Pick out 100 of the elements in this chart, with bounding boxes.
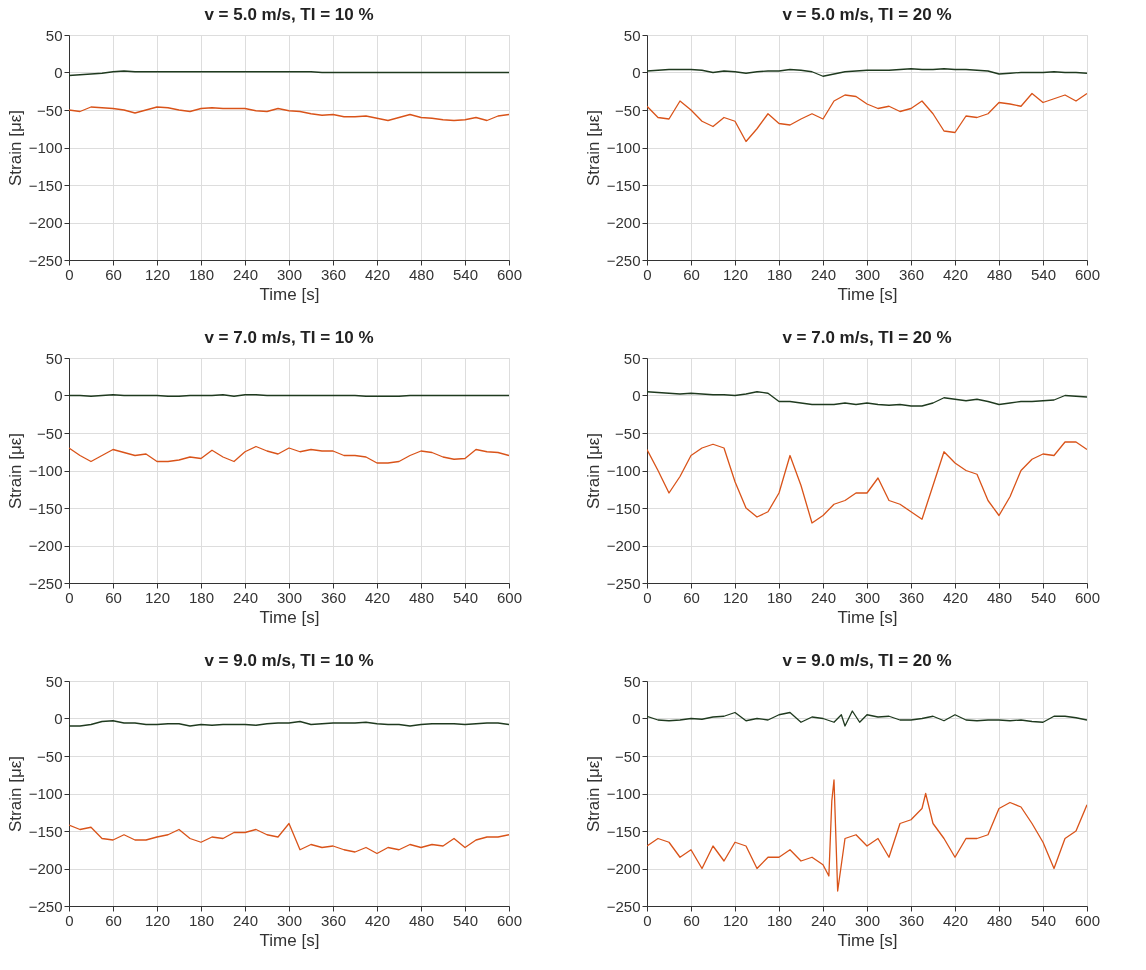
- y-tick-label: −250: [606, 897, 641, 915]
- line-series: [647, 779, 1087, 892]
- x-tick-label: 300: [276, 911, 303, 929]
- x-tick-label: 120: [144, 911, 171, 929]
- x-tick-label: 0: [65, 911, 74, 929]
- x-tick-label: 60: [105, 588, 122, 606]
- y-tick-label: −50: [615, 101, 641, 119]
- y-tick-label: 0: [632, 710, 641, 727]
- y-tick-label: 0: [632, 387, 641, 404]
- y-tick-label: 50: [45, 672, 63, 690]
- x-tick-label: 0: [643, 911, 652, 929]
- line-series: [647, 441, 1087, 524]
- line-series: [647, 710, 1087, 727]
- y-axis-title: Strain [με]: [5, 110, 25, 186]
- x-tick-label: 0: [65, 588, 74, 606]
- x-tick-label: 420: [942, 265, 969, 283]
- y-tick-label: −150: [606, 822, 641, 840]
- x-axis-title: Time [s]: [259, 930, 320, 950]
- line-series: [69, 445, 509, 464]
- x-tick-label: 300: [854, 911, 881, 929]
- x-tick-label: 360: [320, 265, 347, 283]
- x-tick-label: 600: [496, 265, 523, 283]
- y-tick-label: −100: [28, 139, 63, 156]
- y-tick-label: 0: [632, 64, 641, 81]
- x-tick-label: 240: [810, 265, 837, 283]
- x-tick-label: 600: [1074, 588, 1101, 606]
- chart-title: v = 9.0 m/s, TI = 20 %: [782, 651, 952, 670]
- x-axis-title: Time [s]: [259, 607, 320, 627]
- y-tick-label: −100: [606, 785, 641, 802]
- x-tick-label: 420: [364, 588, 391, 606]
- x-tick-label: 120: [144, 588, 171, 606]
- x-tick-label: 420: [364, 911, 391, 929]
- y-tick-label: −50: [37, 747, 63, 765]
- y-tick-label: −150: [28, 499, 63, 517]
- y-tick-label: −200: [28, 860, 63, 877]
- x-tick-label: 480: [408, 265, 435, 283]
- x-tick-label: 480: [408, 911, 435, 929]
- x-tick-label: 180: [188, 911, 215, 929]
- x-tick-label: 60: [105, 911, 122, 929]
- x-tick-label: 180: [188, 588, 215, 606]
- y-tick-label: −50: [37, 424, 63, 442]
- x-tick-label: 180: [766, 265, 793, 283]
- chart-title: v = 5.0 m/s, TI = 10 %: [204, 5, 374, 24]
- x-tick-label: 600: [496, 911, 523, 929]
- x-axis-title: Time [s]: [837, 284, 898, 304]
- y-tick-label: −200: [28, 537, 63, 554]
- x-tick-label: 480: [408, 588, 435, 606]
- x-tick-label: 540: [452, 588, 479, 606]
- y-tick-label: −100: [28, 462, 63, 479]
- x-tick-label: 600: [1074, 911, 1101, 929]
- x-tick-label: 360: [320, 911, 347, 929]
- x-axis-title: Time [s]: [837, 930, 898, 950]
- x-axis-title: Time [s]: [259, 284, 320, 304]
- x-tick-label: 0: [643, 265, 652, 283]
- x-tick-label: 60: [105, 265, 122, 283]
- y-tick-label: 50: [45, 26, 63, 44]
- x-tick-label: 480: [986, 265, 1013, 283]
- chart-title: v = 9.0 m/s, TI = 10 %: [204, 651, 374, 670]
- x-tick-label: 540: [452, 265, 479, 283]
- y-tick-label: −250: [28, 574, 63, 592]
- x-tick-label: 360: [898, 588, 925, 606]
- y-axis-title: Strain [με]: [5, 756, 25, 832]
- x-tick-label: 60: [683, 265, 700, 283]
- x-tick-label: 300: [276, 265, 303, 283]
- x-tick-label: 480: [986, 911, 1013, 929]
- x-tick-label: 240: [810, 588, 837, 606]
- y-tick-label: −250: [606, 251, 641, 269]
- x-tick-label: 300: [854, 588, 881, 606]
- line-series: [69, 822, 509, 855]
- x-tick-label: 420: [942, 588, 969, 606]
- x-tick-label: 60: [683, 588, 700, 606]
- y-tick-label: 50: [623, 672, 641, 690]
- y-tick-label: −150: [28, 176, 63, 194]
- x-tick-label: 480: [986, 588, 1013, 606]
- x-tick-label: 180: [188, 265, 215, 283]
- x-tick-label: 360: [320, 588, 347, 606]
- line-series: [647, 68, 1087, 77]
- y-tick-label: −200: [606, 860, 641, 877]
- y-tick-label: −100: [28, 785, 63, 802]
- x-tick-label: 600: [496, 588, 523, 606]
- x-tick-label: 420: [942, 911, 969, 929]
- y-tick-label: −50: [615, 424, 641, 442]
- line-series: [647, 92, 1087, 143]
- x-tick-label: 240: [810, 911, 837, 929]
- chart-title: v = 7.0 m/s, TI = 10 %: [204, 328, 374, 347]
- x-tick-label: 360: [898, 911, 925, 929]
- y-tick-label: −250: [606, 574, 641, 592]
- y-tick-label: −250: [28, 251, 63, 269]
- y-tick-label: −150: [606, 176, 641, 194]
- chart-title: v = 5.0 m/s, TI = 20 %: [782, 5, 952, 24]
- y-tick-label: −250: [28, 897, 63, 915]
- chart-title: v = 7.0 m/s, TI = 20 %: [782, 328, 952, 347]
- y-tick-label: −200: [606, 537, 641, 554]
- x-tick-label: 0: [65, 265, 74, 283]
- y-axis-title: Strain [με]: [583, 433, 603, 509]
- y-tick-label: −150: [606, 499, 641, 517]
- x-tick-label: 180: [766, 911, 793, 929]
- x-tick-label: 120: [722, 911, 749, 929]
- y-tick-label: 0: [54, 64, 63, 81]
- x-tick-label: 120: [722, 588, 749, 606]
